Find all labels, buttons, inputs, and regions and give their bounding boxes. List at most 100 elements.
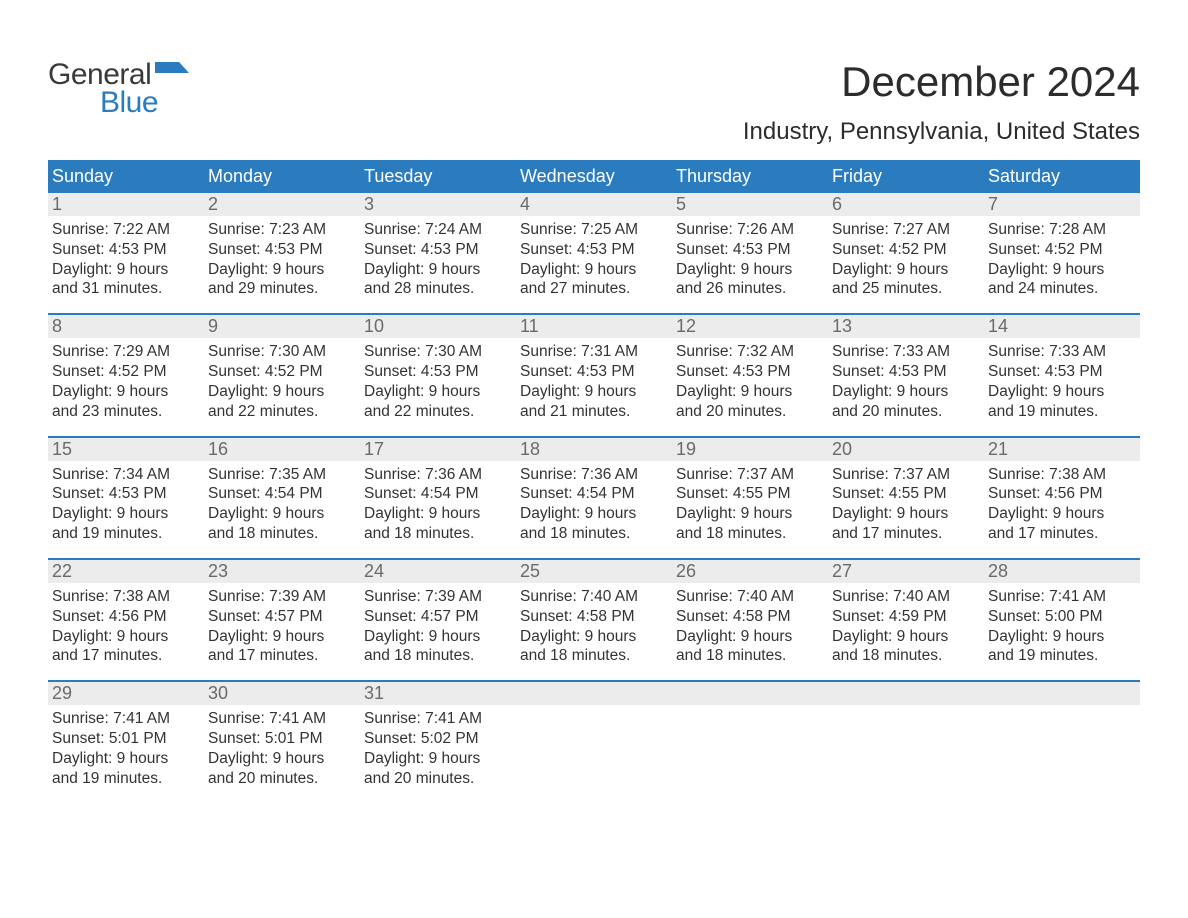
daylight-text: Daylight: 9 hours [52,749,200,769]
day-number: 21 [984,438,1140,461]
daylight-text: Daylight: 9 hours [364,260,512,280]
daylight-text: Daylight: 9 hours [988,260,1136,280]
daylight-text: and 19 minutes. [52,524,200,544]
daylight-text: and 18 minutes. [520,646,668,666]
daylight-text: and 20 minutes. [208,769,356,789]
sunrise-text: Sunrise: 7:30 AM [364,342,512,362]
daylight-text: Daylight: 9 hours [676,382,824,402]
weekday-header: Saturday [984,160,1140,193]
sunrise-text: Sunrise: 7:26 AM [676,220,824,240]
day-cell: Sunrise: 7:36 AMSunset: 4:54 PMDaylight:… [360,461,516,544]
header: General Blue December 2024 Industry, Pen… [48,30,1140,146]
sunset-text: Sunset: 4:52 PM [52,362,200,382]
weekday-header: Tuesday [360,160,516,193]
sunset-text: Sunset: 5:01 PM [52,729,200,749]
weekday-header-row: Sunday Monday Tuesday Wednesday Thursday… [48,160,1140,193]
sunset-text: Sunset: 4:53 PM [364,362,512,382]
daylight-text: Daylight: 9 hours [832,382,980,402]
day-number: 29 [48,682,204,705]
day-data-row: Sunrise: 7:34 AMSunset: 4:53 PMDaylight:… [48,461,1140,544]
day-number: 19 [672,438,828,461]
daylight-text: Daylight: 9 hours [676,504,824,524]
day-cell: Sunrise: 7:33 AMSunset: 4:53 PMDaylight:… [984,338,1140,421]
day-cell: Sunrise: 7:32 AMSunset: 4:53 PMDaylight:… [672,338,828,421]
day-data-row: Sunrise: 7:38 AMSunset: 4:56 PMDaylight:… [48,583,1140,666]
sunrise-text: Sunrise: 7:38 AM [52,587,200,607]
day-number: 5 [672,193,828,216]
sunrise-text: Sunrise: 7:35 AM [208,465,356,485]
sunset-text: Sunset: 4:53 PM [208,240,356,260]
day-number: 13 [828,315,984,338]
daylight-text: and 22 minutes. [364,402,512,422]
day-cell: Sunrise: 7:39 AMSunset: 4:57 PMDaylight:… [204,583,360,666]
page-title: December 2024 [743,58,1140,106]
day-number: 17 [360,438,516,461]
daylight-text: and 27 minutes. [520,279,668,299]
sunrise-text: Sunrise: 7:41 AM [52,709,200,729]
day-number: 3 [360,193,516,216]
sunset-text: Sunset: 4:53 PM [832,362,980,382]
location-subtitle: Industry, Pennsylvania, United States [743,118,1140,146]
sunrise-text: Sunrise: 7:30 AM [208,342,356,362]
daylight-text: Daylight: 9 hours [832,504,980,524]
sunset-text: Sunset: 5:01 PM [208,729,356,749]
day-cell: Sunrise: 7:41 AMSunset: 5:01 PMDaylight:… [204,705,360,788]
sunset-text: Sunset: 4:54 PM [208,484,356,504]
sunset-text: Sunset: 4:52 PM [988,240,1136,260]
sunset-text: Sunset: 4:54 PM [520,484,668,504]
sunrise-text: Sunrise: 7:23 AM [208,220,356,240]
day-cell: Sunrise: 7:36 AMSunset: 4:54 PMDaylight:… [516,461,672,544]
day-number [672,682,828,705]
sunrise-text: Sunrise: 7:37 AM [676,465,824,485]
day-data-row: Sunrise: 7:22 AMSunset: 4:53 PMDaylight:… [48,216,1140,299]
daylight-text: and 19 minutes. [988,646,1136,666]
day-cell: Sunrise: 7:26 AMSunset: 4:53 PMDaylight:… [672,216,828,299]
sunrise-text: Sunrise: 7:32 AM [676,342,824,362]
daylight-text: and 19 minutes. [52,769,200,789]
day-number-row: 15161718192021 [48,438,1140,461]
day-number: 6 [828,193,984,216]
daylight-text: and 18 minutes. [676,524,824,544]
weeks-container: 1234567Sunrise: 7:22 AMSunset: 4:53 PMDa… [48,193,1140,789]
weekday-header: Wednesday [516,160,672,193]
daylight-text: Daylight: 9 hours [52,504,200,524]
day-number [828,682,984,705]
daylight-text: and 24 minutes. [988,279,1136,299]
day-number-row: 891011121314 [48,315,1140,338]
day-number: 2 [204,193,360,216]
day-cell: Sunrise: 7:28 AMSunset: 4:52 PMDaylight:… [984,216,1140,299]
daylight-text: Daylight: 9 hours [208,382,356,402]
daylight-text: Daylight: 9 hours [52,382,200,402]
daylight-text: and 18 minutes. [832,646,980,666]
flag-icon [155,62,189,89]
daylight-text: and 17 minutes. [832,524,980,544]
weekday-header: Thursday [672,160,828,193]
day-number: 15 [48,438,204,461]
day-cell: Sunrise: 7:34 AMSunset: 4:53 PMDaylight:… [48,461,204,544]
sunrise-text: Sunrise: 7:40 AM [676,587,824,607]
daylight-text: and 20 minutes. [832,402,980,422]
sunset-text: Sunset: 4:56 PM [988,484,1136,504]
day-cell: Sunrise: 7:24 AMSunset: 4:53 PMDaylight:… [360,216,516,299]
sunrise-text: Sunrise: 7:29 AM [52,342,200,362]
daylight-text: Daylight: 9 hours [988,504,1136,524]
day-number-row: 22232425262728 [48,560,1140,583]
sunrise-text: Sunrise: 7:25 AM [520,220,668,240]
day-number: 16 [204,438,360,461]
title-block: December 2024 Industry, Pennsylvania, Un… [743,30,1140,146]
calendar: Sunday Monday Tuesday Wednesday Thursday… [48,160,1140,789]
sunset-text: Sunset: 4:52 PM [832,240,980,260]
day-number: 28 [984,560,1140,583]
daylight-text: Daylight: 9 hours [208,749,356,769]
sunset-text: Sunset: 5:00 PM [988,607,1136,627]
daylight-text: and 17 minutes. [52,646,200,666]
daylight-text: and 22 minutes. [208,402,356,422]
logo-text-blue: Blue [100,86,189,120]
sunset-text: Sunset: 4:53 PM [988,362,1136,382]
day-number: 23 [204,560,360,583]
day-number-row: 1234567 [48,193,1140,216]
daylight-text: and 17 minutes. [208,646,356,666]
sunrise-text: Sunrise: 7:28 AM [988,220,1136,240]
day-number-row: 293031 [48,682,1140,705]
daylight-text: and 18 minutes. [364,646,512,666]
